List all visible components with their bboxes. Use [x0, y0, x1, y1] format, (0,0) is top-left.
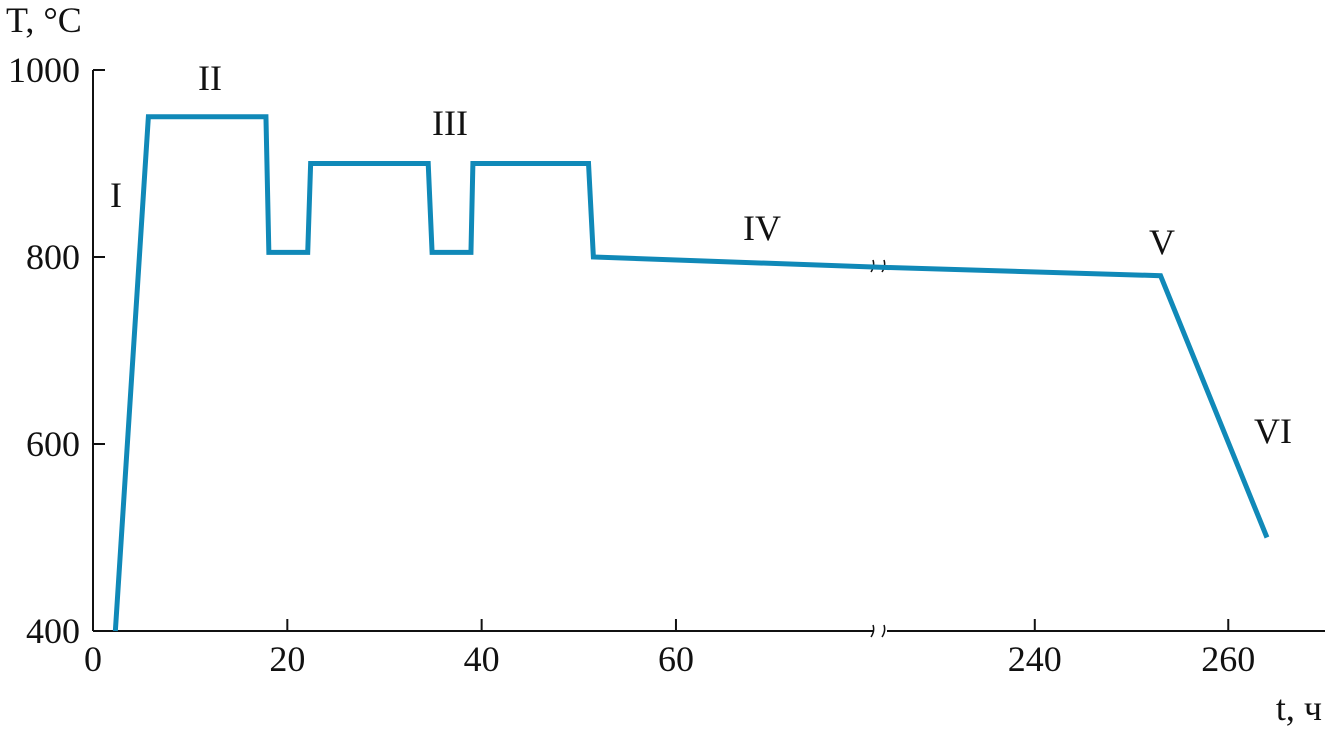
data-line [112, 114, 1270, 632]
y-tick-label: 600 [26, 424, 80, 464]
y-axis-label: T, °C [6, 0, 82, 40]
x-tick-label: 240 [1008, 639, 1062, 679]
x-axis-label: t, ч [1276, 688, 1322, 728]
stage-label: V [1149, 222, 1175, 262]
x-tick-label: 20 [269, 639, 305, 679]
stage-label: IV [743, 208, 781, 248]
stage-label: VI [1254, 411, 1292, 451]
x-tick-label: 60 [658, 639, 694, 679]
x-tick-label: 0 [84, 639, 102, 679]
y-tick-label: 1000 [8, 50, 80, 90]
x-tick-label: 40 [464, 639, 500, 679]
x-tick-label: 260 [1201, 639, 1255, 679]
axis-break [870, 259, 886, 638]
y-tick-label: 400 [26, 611, 80, 651]
stage-label: III [432, 103, 468, 143]
stage-label: II [198, 58, 222, 98]
stage-label: I [110, 175, 122, 215]
y-tick-label: 800 [26, 237, 80, 277]
